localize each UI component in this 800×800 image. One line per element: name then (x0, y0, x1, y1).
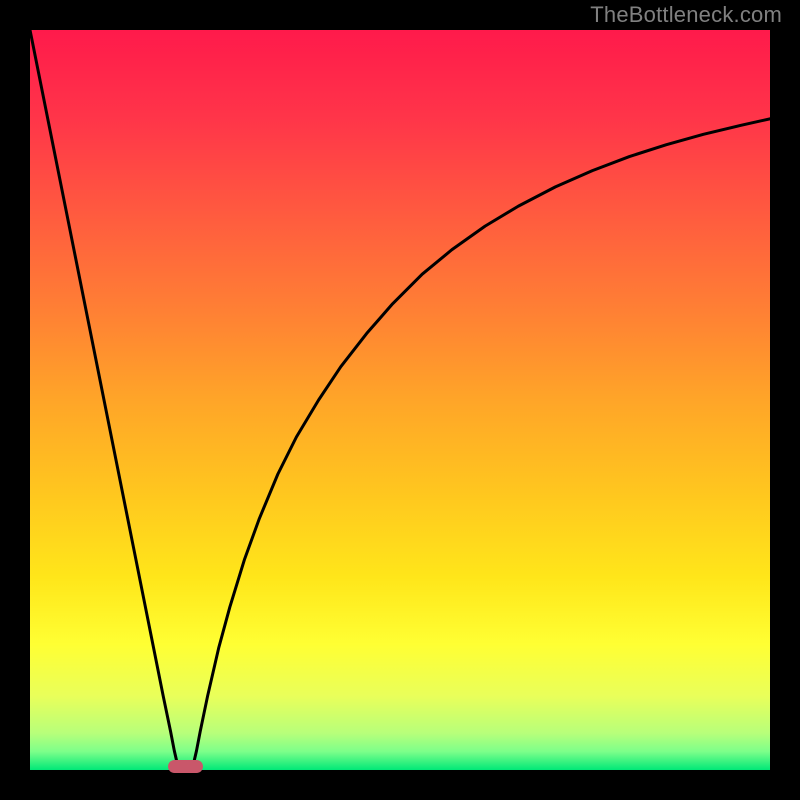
optimal-point-marker (168, 760, 204, 773)
watermark-text: TheBottleneck.com (590, 2, 782, 28)
stage: TheBottleneck.com (0, 0, 800, 800)
bottleneck-curve-chart (30, 30, 770, 770)
gradient-background (30, 30, 770, 770)
